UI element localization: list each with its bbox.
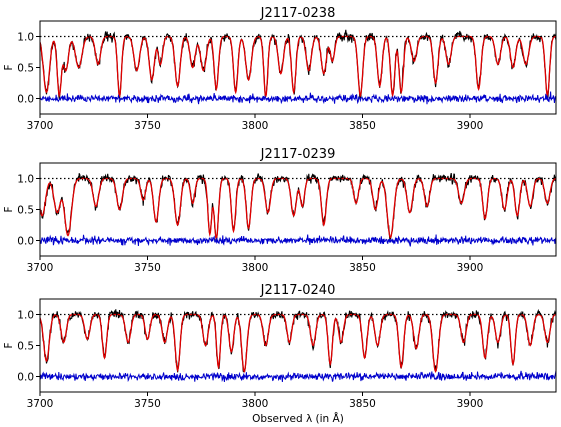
x-tick-label: 3750 [134, 120, 161, 132]
y-tick-label: 1.0 [17, 32, 34, 44]
y-axis-label: F [3, 206, 15, 212]
x-tick-label: 3850 [349, 120, 376, 132]
panel-3: J2117-0240 F 3700 3750 3800 3850 3900 0.0 0.5 1.0 [3, 283, 557, 410]
model-series-line [40, 35, 556, 98]
model-series-line [40, 313, 556, 374]
y-axis-label: F [3, 64, 15, 70]
y-tick-label: 1.0 [17, 174, 34, 186]
error-series-line [40, 91, 556, 105]
y-tick-label: 0.5 [17, 63, 34, 75]
x-tick-label: 3900 [457, 262, 484, 274]
panel-title: J2117-0239 [260, 147, 336, 162]
flux-series-line [40, 308, 556, 373]
x-tick-label: 3700 [27, 398, 54, 410]
panel-1: J2117-0238 F 3700 3750 3800 3850 3900 0.0 0.5 1.0 [3, 6, 557, 132]
x-tick-label: 3850 [349, 398, 376, 410]
x-tick-label: 3750 [134, 262, 161, 274]
y-tick-label: 0.5 [17, 341, 34, 353]
y-axis-label: F [3, 342, 15, 348]
x-tick-label: 3750 [134, 398, 161, 410]
x-tick-label: 3900 [457, 398, 484, 410]
x-tick-label: 3700 [27, 120, 54, 132]
y-tick-label: 0.0 [17, 94, 34, 106]
x-axis-label: Observed λ (in Å) [252, 412, 344, 425]
y-tick-label: 0.0 [17, 372, 34, 384]
flux-series-line [40, 172, 556, 242]
y-tick-label: 0.0 [17, 236, 34, 248]
x-tick-label: 3800 [242, 120, 269, 132]
model-series-line [40, 177, 556, 242]
x-tick-label: 3900 [457, 120, 484, 132]
y-tick-label: 1.0 [17, 310, 34, 322]
panel-title: J2117-0240 [260, 283, 336, 298]
x-tick-label: 3800 [242, 262, 269, 274]
x-tick-label: 3850 [349, 262, 376, 274]
x-tick-label: 3800 [242, 398, 269, 410]
x-tick-label: 3700 [27, 262, 54, 274]
y-tick-label: 0.5 [17, 205, 34, 217]
panel-title: J2117-0238 [260, 6, 336, 21]
error-series-line [40, 234, 556, 247]
error-series-line [40, 370, 556, 383]
panel-2: J2117-0239 F 3700 3750 3800 3850 3900 0.0 0.5 1.0 [3, 147, 557, 274]
